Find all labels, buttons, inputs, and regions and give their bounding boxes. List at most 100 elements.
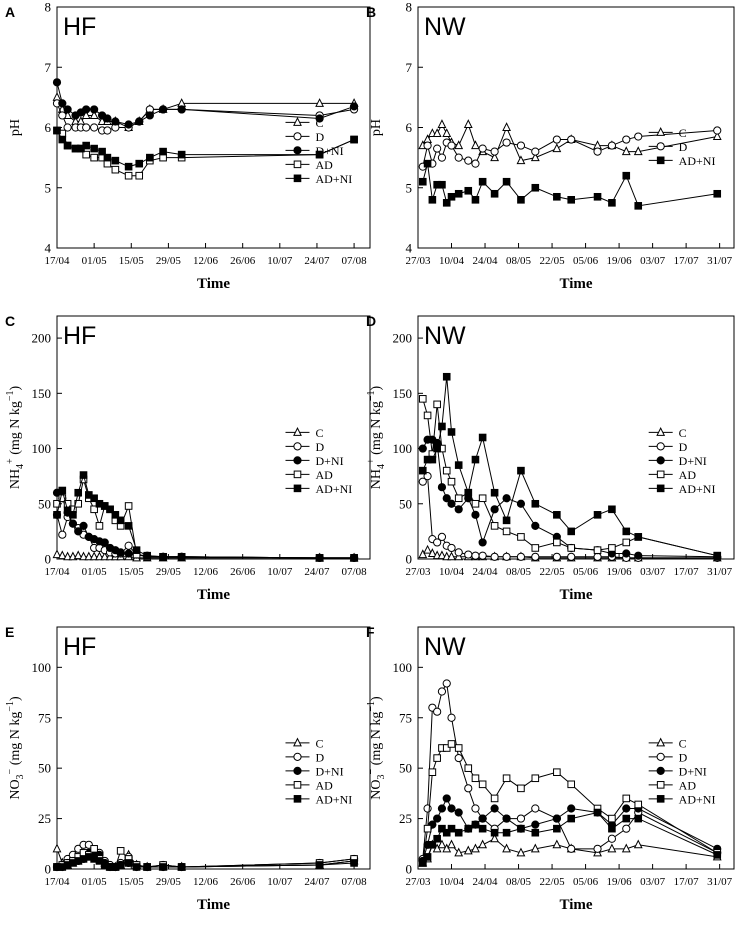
x-tick-label: 29/05	[156, 255, 182, 267]
data-point-D+NI	[103, 114, 112, 123]
data-point-AD+NI	[593, 192, 602, 201]
data-point-AD+NI	[350, 135, 358, 144]
data-point-D	[447, 543, 456, 553]
data-point-D	[423, 141, 432, 150]
data-point-AD	[608, 544, 616, 552]
y-tick-label: 8	[406, 0, 413, 15]
x-tick-label: 17/04	[44, 876, 70, 888]
site-label: HF	[63, 322, 96, 350]
data-point-AD	[423, 824, 432, 833]
x-tick-label: 27/03	[405, 566, 431, 578]
x-tick-label: 24/07	[304, 255, 330, 267]
x-tick-label: 12/06	[193, 876, 219, 888]
data-point-C	[447, 551, 456, 561]
x-tick-label: 22/05	[540, 876, 566, 888]
data-point-D	[502, 552, 511, 561]
y-tick-label: 200	[32, 331, 52, 346]
data-point-AD+NI	[106, 505, 114, 514]
legend-marker-AD	[293, 470, 302, 479]
data-point-AD	[90, 505, 98, 514]
data-point-AD	[593, 546, 602, 554]
data-point-D	[433, 538, 442, 547]
data-point-C	[552, 839, 562, 849]
data-point-D	[433, 144, 442, 153]
data-point-AD+NI	[490, 828, 499, 837]
x-tick-label: 03/07	[640, 876, 666, 888]
data-point-AD+NI	[124, 522, 133, 530]
y-axis-title: pH	[8, 119, 23, 136]
x-axis-title: Time	[197, 276, 230, 292]
data-point-C	[530, 843, 540, 853]
plot-frame	[56, 626, 371, 870]
data-point-C	[530, 152, 540, 162]
data-point-D	[464, 550, 473, 559]
data-point-D+NI	[471, 510, 480, 519]
data-point-C	[57, 550, 67, 560]
data-point-AD+NI	[464, 824, 473, 833]
data-point-AD+NI	[442, 372, 451, 381]
chart-panel-F: F NW 0 25 50 75 100 27/03 10/04 24/04 08/05 22/05 05…	[366, 624, 735, 913]
data-point-C	[437, 119, 447, 128]
data-point-AD+NI	[418, 466, 427, 475]
data-point-AD+NI	[135, 159, 144, 168]
data-point-AD+NI	[608, 199, 616, 207]
data-point-AD	[135, 171, 144, 180]
data-point-C	[471, 140, 480, 150]
legend-marker-AD	[293, 160, 302, 169]
x-tick-label: 29/05	[156, 566, 182, 578]
data-point-D+NI	[124, 120, 133, 129]
data-point-D+NI	[442, 794, 451, 803]
data-point-AD	[490, 522, 499, 530]
data-point-AD+NI	[442, 199, 451, 207]
site-label: HF	[63, 633, 96, 661]
data-point-AD	[111, 165, 120, 174]
data-point-AD+NI	[350, 859, 358, 867]
x-tick-label: 05/06	[573, 566, 599, 578]
site-label: NW	[424, 322, 466, 350]
legend-label: C	[679, 126, 687, 140]
data-point-AD+NI	[713, 851, 722, 859]
data-point-C	[423, 544, 432, 554]
data-point-D+NI	[82, 105, 91, 114]
data-point-C	[427, 548, 437, 557]
data-point-D	[471, 159, 480, 168]
data-point-AD+NI	[634, 202, 643, 210]
data-point-AD+NI	[315, 861, 324, 869]
data-point-AD	[567, 780, 576, 789]
data-point-D+NI	[145, 111, 154, 120]
data-point-AD	[442, 466, 451, 475]
y-tick-label: 5	[406, 180, 413, 195]
data-point-AD	[517, 533, 525, 541]
y-tick-label: 75	[399, 710, 412, 725]
x-tick-label: 10/07	[267, 255, 293, 267]
data-point-AD	[82, 150, 90, 159]
y-tick-label: 200	[393, 331, 413, 346]
data-point-AD+NI	[423, 159, 432, 168]
data-point-AD	[418, 395, 427, 403]
data-point-AD+NI	[95, 857, 104, 865]
data-point-AD	[124, 502, 133, 510]
data-point-D+NI	[349, 102, 359, 111]
data-point-D	[464, 156, 473, 165]
data-point-AD+NI	[159, 552, 167, 561]
data-point-AD	[502, 774, 511, 783]
x-tick-label: 19/06	[607, 566, 633, 578]
data-point-C	[502, 122, 511, 131]
data-point-C	[516, 847, 526, 857]
data-point-D+NI	[442, 494, 451, 503]
data-point-D	[437, 687, 447, 696]
data-point-C	[502, 843, 511, 853]
series-line-AD+NI	[422, 376, 718, 557]
data-point-D+NI	[177, 105, 186, 114]
legend-marker-AD+NI	[293, 795, 302, 803]
legend-marker-AD	[293, 781, 302, 789]
data-point-D+NI	[516, 499, 526, 508]
x-tick-label: 15/05	[119, 566, 145, 578]
data-point-AD	[90, 153, 98, 162]
data-point-AD	[58, 494, 67, 503]
legend-label: AD	[315, 778, 333, 792]
data-point-C	[89, 110, 99, 119]
data-point-AD+NI	[634, 533, 643, 541]
legend-marker-D+NI	[656, 456, 665, 465]
